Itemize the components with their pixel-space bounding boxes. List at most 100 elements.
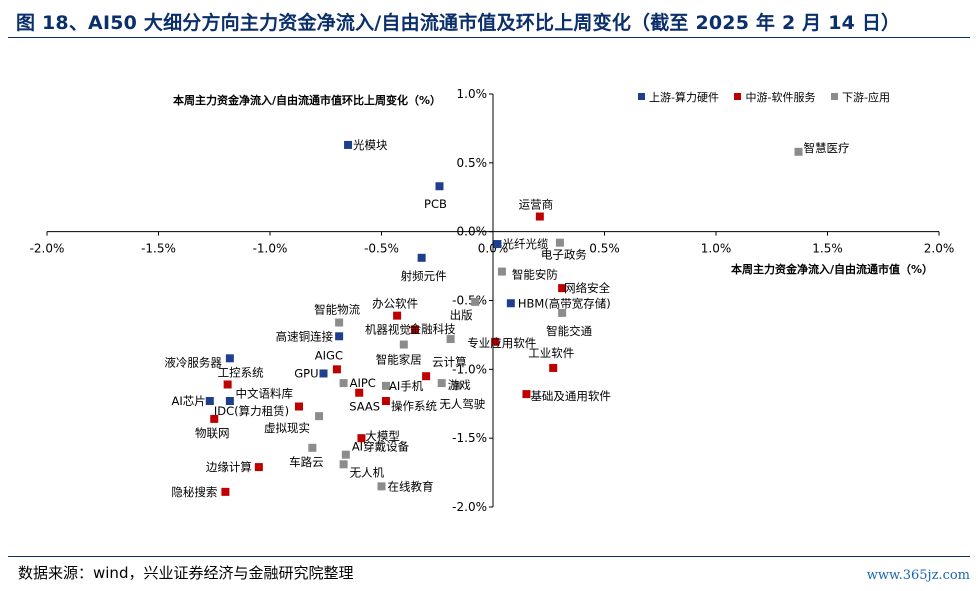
scatter-point [308, 443, 317, 452]
scatter-point [225, 354, 234, 363]
point-label: AIPC [350, 376, 376, 390]
scatter-point [558, 284, 567, 293]
point-label: 工业软件 [528, 346, 574, 360]
scatter-point [437, 379, 446, 388]
point-label: 智慧医疗 [804, 141, 850, 155]
point-label: 智能安防 [512, 268, 558, 282]
point-label: 高速铜连接 [276, 329, 334, 343]
scatter-point [558, 308, 567, 317]
legend-item-midstream: 中游-软件服务 [734, 89, 815, 105]
scatter-point [223, 380, 232, 389]
point-label: 游戏 [448, 378, 471, 392]
scatter-point [393, 311, 402, 320]
title-rule [8, 37, 970, 38]
scatter-point [221, 487, 230, 496]
x-tick-label: 1.5% [812, 242, 843, 256]
data-source: 数据来源：wind，兴业证券经济与金融研究院整理 [18, 564, 354, 582]
point-label: GPU [294, 366, 318, 380]
x-tick-label: -1.0% [253, 242, 288, 256]
point-label: 机器视觉 [365, 322, 411, 336]
y-tick-label: -0.5% [452, 294, 487, 308]
y-tick-label: 1.0% [457, 87, 488, 101]
point-label: 智能物流 [314, 303, 360, 317]
scatter-point [410, 325, 419, 334]
scatter-point [339, 379, 348, 388]
scatter-point [381, 381, 390, 390]
point-label: 出版 [450, 308, 473, 322]
point-labels: 光模块 PCB 射频元件 光纤光缆 HBM(高带宽存储) 高速铜连接 GPU 液冷服务器 AI芯… [164, 138, 849, 499]
point-label: AIGC [315, 348, 343, 362]
y-tick-label: 0.5% [457, 156, 488, 170]
point-label: SAAS [349, 400, 380, 414]
scatter-point [381, 396, 390, 405]
scatter-point [491, 337, 500, 346]
point-label: 工控系统 [218, 365, 264, 379]
scatter-point [377, 482, 386, 491]
chart-legend: 上游-算力硬件 中游-软件服务 下游-应用 [638, 89, 902, 105]
point-label: 边缘计算 [206, 460, 252, 474]
scatter-point [339, 460, 348, 469]
point-label: 光纤光缆 [502, 237, 548, 251]
legend-swatch [638, 92, 645, 100]
scatter-point [294, 402, 303, 411]
point-label: 云计算 [432, 355, 467, 369]
scatter-point [357, 434, 366, 443]
scatter-point [315, 412, 324, 421]
legend-label: 下游-应用 [841, 91, 890, 104]
scatter-point [493, 240, 502, 249]
scatter-point [506, 299, 515, 308]
scatter-point [335, 318, 344, 327]
scatter-point [205, 396, 214, 405]
point-label: 隐秘搜索 [171, 485, 217, 499]
x-tick-label: -1.5% [141, 242, 176, 256]
footer-rule [8, 556, 970, 557]
scatter-point [497, 267, 506, 276]
watermark: www.365jz.com [866, 568, 970, 583]
scatter-point [225, 396, 234, 405]
scatter-point [794, 147, 803, 156]
point-label: 网络安全 [564, 281, 610, 295]
scatter-point [210, 414, 219, 423]
legend-label: 上游-算力硬件 [649, 91, 719, 104]
point-label: IDC(算力租赁) [214, 404, 289, 418]
axes: -2.0% -1.5% -1.0% -0.5% 0.0% 0.5% 1.0% 1.5% 2.0%… [30, 87, 955, 514]
scatter-chart: -2.0% -1.5% -1.0% -0.5% 0.0% 0.5% 1.0% 1.5% 2.0%… [30, 87, 955, 514]
y-tick-label: 0.0% [457, 225, 488, 239]
point-label: 车路云 [289, 455, 324, 469]
point-label: 无人机 [350, 465, 385, 479]
x-tick-label: 2.0% [924, 242, 955, 256]
point-label: 光模块 [353, 138, 388, 152]
y-tick-label: -1.5% [452, 431, 487, 445]
scatter-point [417, 253, 426, 262]
scatter-point [453, 381, 462, 390]
point-label: 电子政务 [541, 248, 587, 262]
scatter-point [344, 140, 353, 149]
scatter-point [522, 390, 531, 399]
point-label: 金融科技 [410, 322, 456, 336]
x-tick-label: 1.0% [701, 242, 732, 256]
y-tick-label: -2.0% [452, 500, 487, 514]
point-label: 中文语料库 [235, 387, 293, 401]
point-label: HBM(高带宽存储) [518, 296, 611, 310]
point-label: 智能家居 [376, 353, 422, 367]
scatter-point [335, 332, 344, 341]
point-label: 在线教育 [388, 479, 434, 493]
chart-title: 图 18、AI50 大细分方向主力资金净流入/自由流通市值及环比上周变化（截至 … [16, 12, 901, 34]
legend-item-downstream: 下游-应用 [830, 89, 890, 105]
scatter-point [549, 363, 558, 372]
scatter-point [435, 182, 444, 191]
point-label: PCB [424, 197, 447, 211]
x-tick-label: 0.5% [589, 242, 620, 256]
scatter-point [555, 238, 564, 247]
x-tick-label: -0.5% [364, 242, 399, 256]
legend-item-upstream: 上游-算力硬件 [638, 89, 719, 105]
legend-swatch [830, 92, 838, 100]
point-label: 射频元件 [401, 269, 447, 283]
y-axis-label: 本周主力资金净流入/自由流通市值环比上周变化（%） [173, 93, 441, 107]
scatter-point [422, 372, 431, 381]
scatter-point [399, 340, 408, 349]
scatter-point [319, 369, 328, 378]
point-label: 大模型 [365, 429, 400, 443]
point-label: 无人驾驶 [439, 397, 485, 411]
point-label: 物联网 [195, 426, 230, 440]
